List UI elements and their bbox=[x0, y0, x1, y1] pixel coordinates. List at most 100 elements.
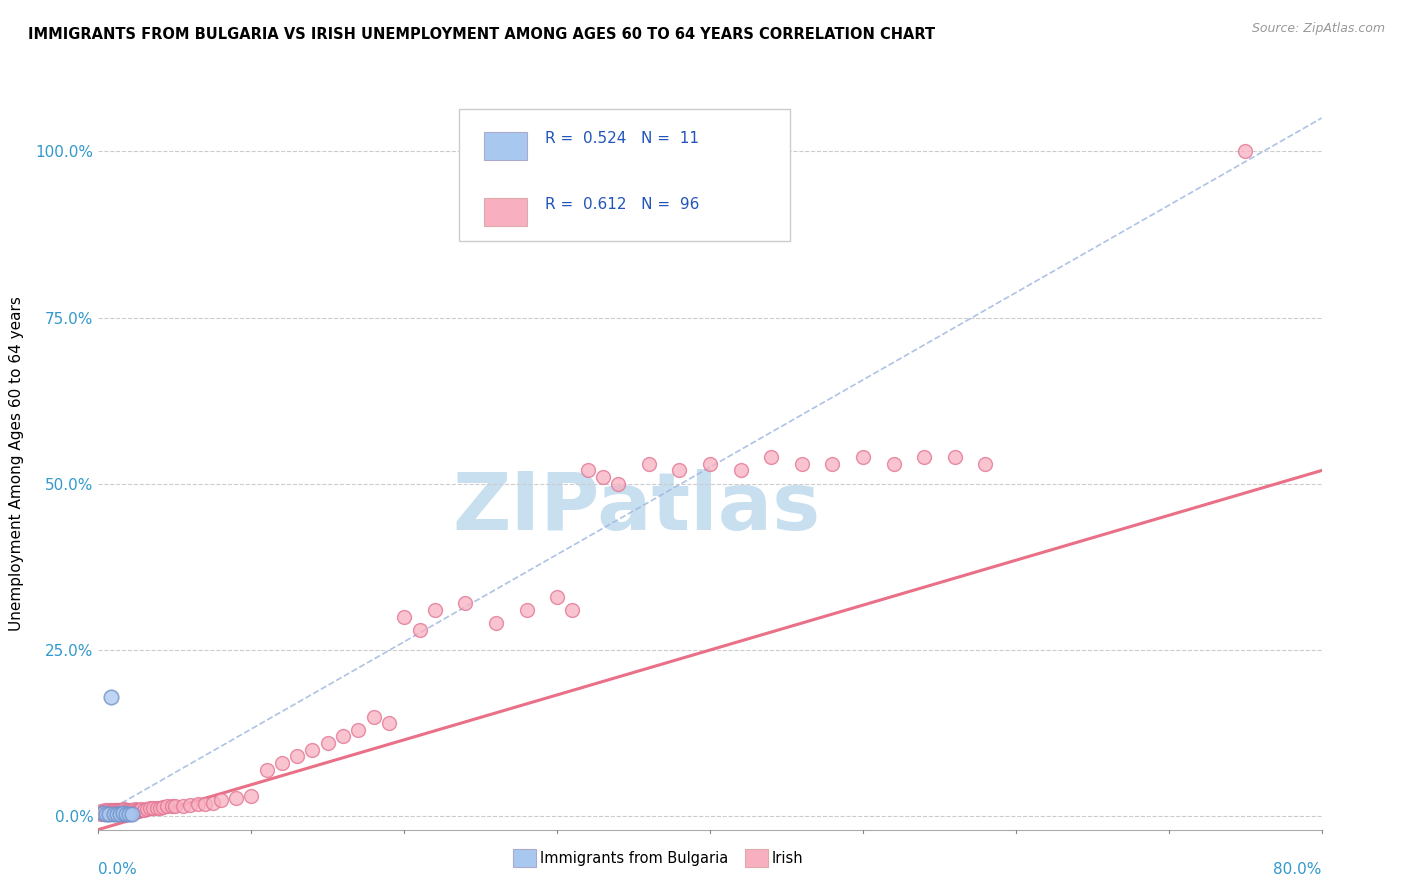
Point bbox=[98, 806, 121, 821]
Point bbox=[423, 603, 446, 617]
Point bbox=[103, 805, 125, 820]
Point bbox=[104, 803, 127, 817]
Point bbox=[112, 805, 135, 820]
Point bbox=[392, 609, 416, 624]
Point bbox=[124, 802, 146, 816]
Point bbox=[561, 603, 583, 617]
Point bbox=[100, 690, 122, 704]
Point bbox=[111, 805, 134, 820]
Point bbox=[1234, 145, 1257, 159]
Point bbox=[112, 802, 135, 816]
Point bbox=[110, 803, 132, 817]
Point bbox=[90, 804, 112, 818]
Text: R =  0.524   N =  11: R = 0.524 N = 11 bbox=[546, 131, 699, 146]
Point bbox=[668, 463, 690, 477]
Point bbox=[108, 807, 131, 822]
Point bbox=[120, 804, 142, 818]
Point bbox=[98, 806, 121, 821]
Point bbox=[117, 805, 139, 819]
Point bbox=[91, 806, 114, 821]
Point bbox=[301, 743, 323, 757]
Point bbox=[111, 803, 134, 817]
Point bbox=[139, 801, 162, 815]
Point bbox=[852, 450, 875, 465]
Point bbox=[194, 797, 217, 812]
FancyBboxPatch shape bbox=[484, 198, 526, 227]
Point bbox=[108, 805, 131, 820]
Point bbox=[378, 716, 401, 731]
Point bbox=[240, 789, 263, 804]
Point bbox=[790, 457, 813, 471]
Point bbox=[145, 800, 167, 814]
FancyBboxPatch shape bbox=[484, 132, 526, 161]
Point bbox=[943, 450, 966, 465]
Point bbox=[115, 803, 138, 817]
Point bbox=[883, 457, 905, 471]
Point bbox=[163, 798, 186, 813]
Point bbox=[256, 763, 278, 777]
Point bbox=[127, 803, 149, 817]
Point bbox=[111, 805, 134, 820]
Point bbox=[332, 730, 354, 744]
Point bbox=[91, 805, 114, 820]
Point bbox=[912, 450, 935, 465]
Point bbox=[105, 803, 128, 817]
Point bbox=[160, 799, 183, 814]
Point bbox=[454, 597, 477, 611]
Point bbox=[485, 616, 508, 631]
Point bbox=[759, 450, 782, 465]
Point bbox=[285, 749, 308, 764]
Point bbox=[576, 463, 599, 477]
Point bbox=[93, 803, 115, 817]
FancyBboxPatch shape bbox=[460, 109, 790, 241]
Point bbox=[607, 476, 630, 491]
Point bbox=[121, 803, 143, 817]
Point bbox=[546, 590, 568, 604]
Y-axis label: Unemployment Among Ages 60 to 64 years: Unemployment Among Ages 60 to 64 years bbox=[10, 296, 24, 632]
Point bbox=[91, 805, 114, 819]
Point bbox=[90, 807, 112, 822]
Point bbox=[974, 457, 997, 471]
Point bbox=[105, 805, 128, 820]
Point bbox=[363, 709, 385, 723]
Point bbox=[108, 803, 131, 817]
Point bbox=[730, 463, 752, 477]
Point bbox=[202, 796, 225, 810]
Point bbox=[187, 797, 209, 812]
Point bbox=[516, 603, 538, 617]
Point bbox=[225, 790, 247, 805]
Point bbox=[97, 805, 120, 820]
Point bbox=[97, 803, 120, 817]
Point bbox=[316, 736, 339, 750]
Point bbox=[408, 623, 430, 637]
Point bbox=[128, 803, 150, 817]
Point bbox=[104, 805, 127, 820]
Point bbox=[89, 805, 111, 820]
Point bbox=[107, 803, 129, 817]
Point bbox=[637, 457, 661, 471]
Point bbox=[118, 803, 141, 817]
Point bbox=[699, 457, 721, 471]
Point bbox=[142, 801, 165, 815]
Point bbox=[98, 805, 121, 819]
Point bbox=[156, 799, 179, 814]
Point bbox=[209, 792, 232, 806]
Point bbox=[592, 470, 614, 484]
Point bbox=[100, 805, 122, 820]
Point bbox=[101, 806, 124, 821]
Point bbox=[94, 806, 117, 821]
Text: R =  0.612   N =  96: R = 0.612 N = 96 bbox=[546, 196, 699, 211]
Point bbox=[103, 803, 125, 817]
Point bbox=[118, 806, 141, 821]
Point bbox=[152, 800, 174, 814]
Text: ZIPatlas: ZIPatlas bbox=[453, 468, 821, 547]
Text: Source: ZipAtlas.com: Source: ZipAtlas.com bbox=[1251, 22, 1385, 36]
Point bbox=[94, 807, 117, 822]
Point bbox=[101, 804, 124, 818]
Text: 0.0%: 0.0% bbox=[98, 863, 138, 878]
Point bbox=[103, 807, 125, 822]
Point bbox=[821, 457, 844, 471]
Point bbox=[136, 802, 159, 816]
Text: 80.0%: 80.0% bbox=[1274, 863, 1322, 878]
Point bbox=[115, 805, 138, 819]
